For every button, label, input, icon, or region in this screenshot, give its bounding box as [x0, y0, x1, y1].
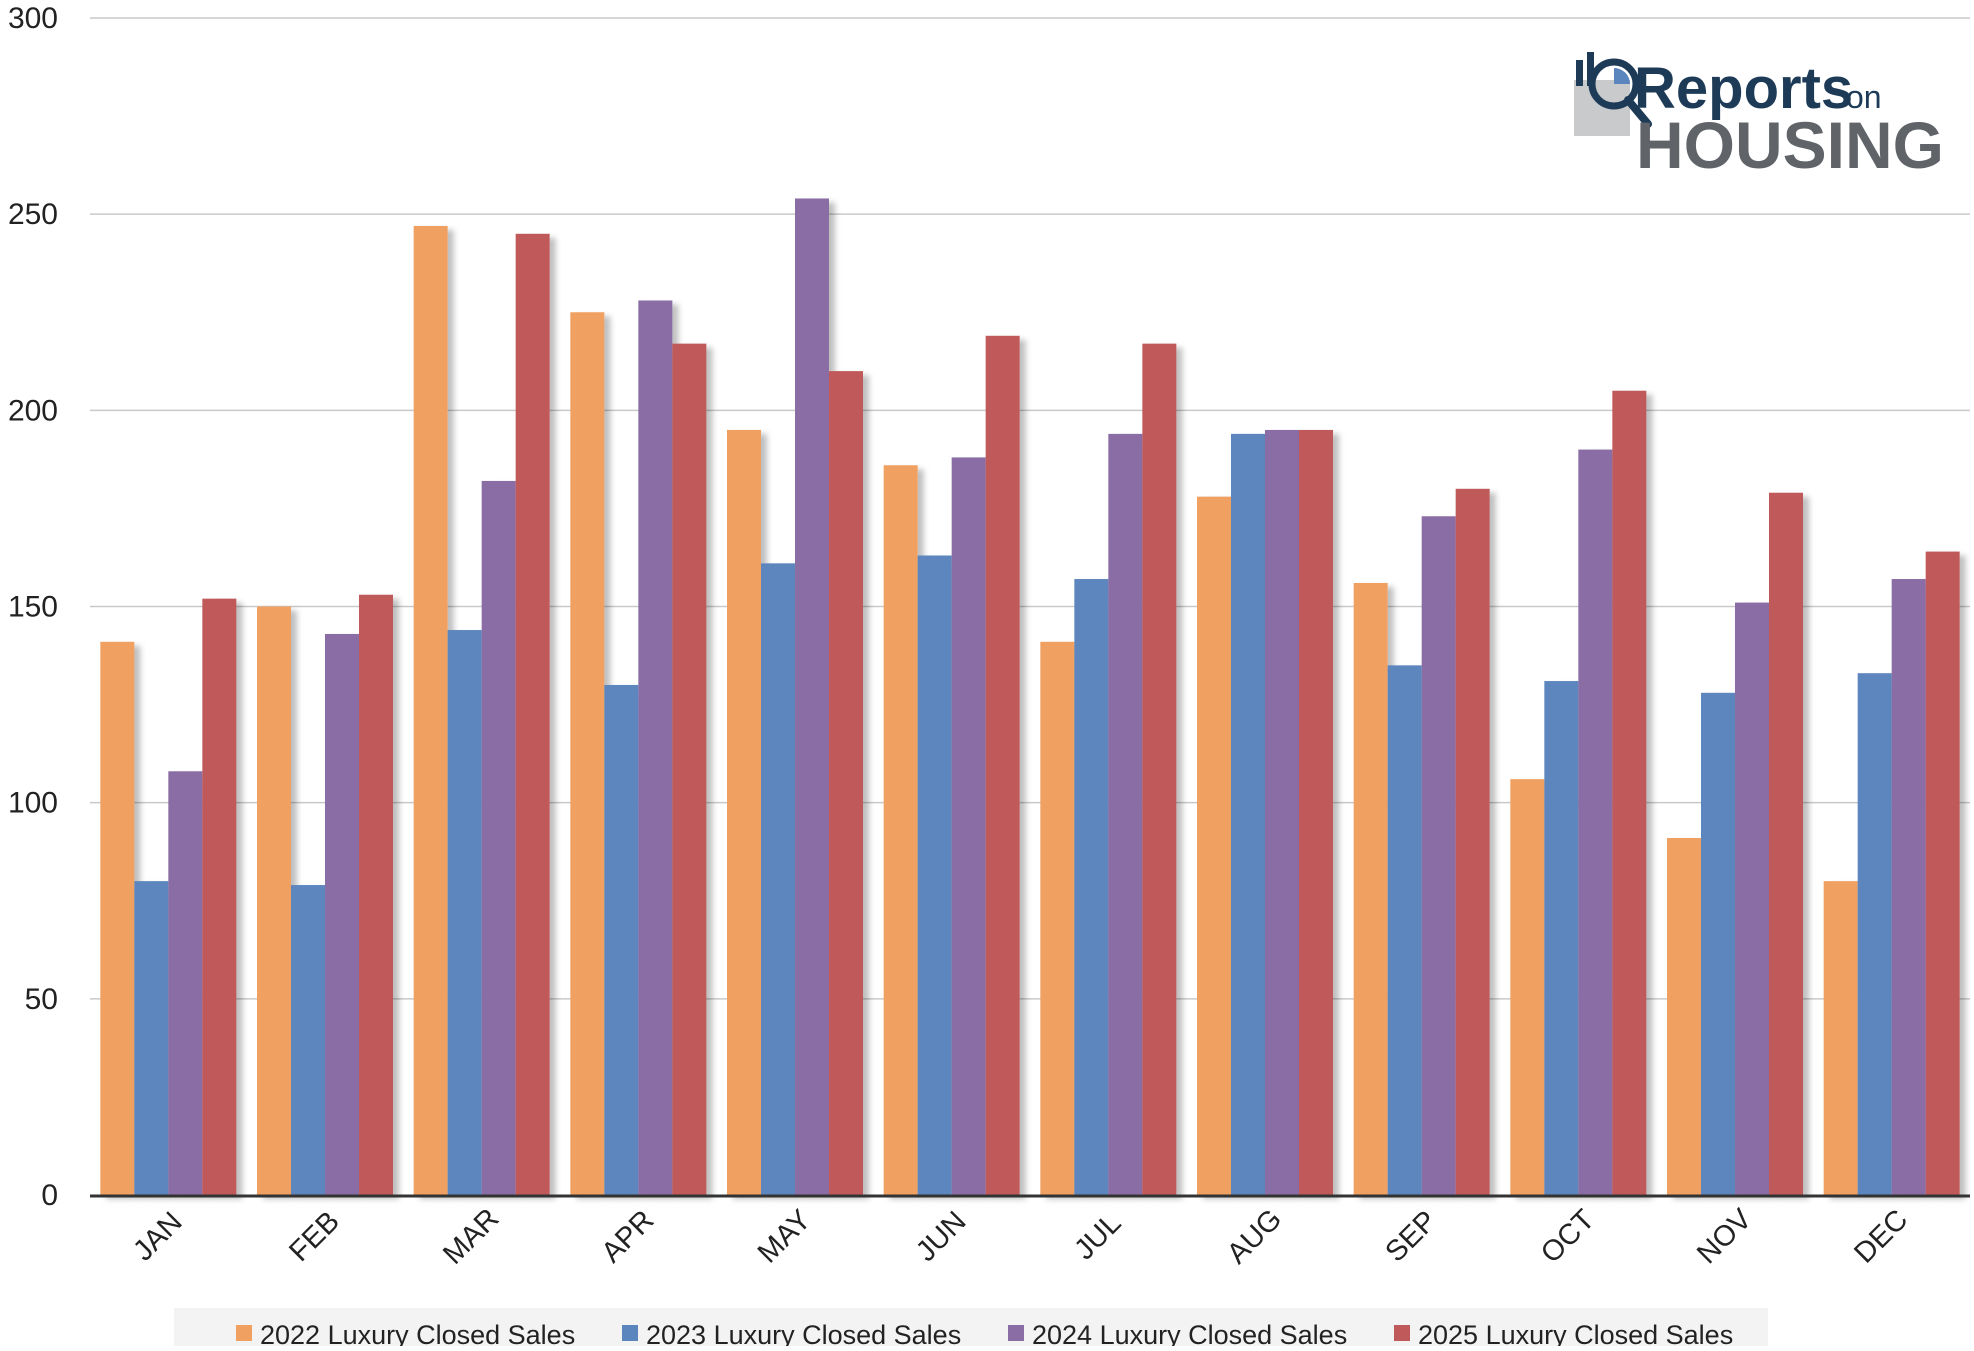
bar-feb-series-1: [257, 606, 291, 1195]
bar-dec-series-4: [1925, 551, 1960, 1195]
magnifier-handle-icon: [1624, 96, 1652, 128]
bar-apr-series-3: [638, 300, 673, 1196]
bar-may-series-4: [829, 371, 863, 1196]
bar-aug-series-2: [1231, 433, 1265, 1196]
bar-sep-series-2: [1387, 665, 1422, 1195]
bar-mar-series-3: [481, 480, 516, 1195]
y-tick-label: 200: [8, 394, 58, 427]
bar-oct-series-4: [1612, 390, 1647, 1195]
bar-jan-series-1: [100, 641, 135, 1195]
x-axis-ticks: JAN FEB MAR APR MAY JUN JUL AUG SEP OCT NOV DEC: [127, 1203, 1914, 1271]
bar-may-series-3: [795, 198, 829, 1195]
legend-swatch: [1008, 1325, 1024, 1341]
bar-nov-series-4: [1769, 492, 1803, 1195]
legend: 2022 Luxury Closed Sales 2023 Luxury Clos…: [174, 1308, 1768, 1351]
y-tick-label: 100: [8, 787, 58, 820]
x-tick-label: MAR: [437, 1203, 505, 1271]
bar-feb-series-3: [325, 633, 359, 1195]
legend-label: 2023 Luxury Closed Sales: [646, 1320, 961, 1346]
x-tick-label: MAY: [752, 1204, 818, 1270]
logo-reports-text: Reports: [1634, 56, 1853, 121]
bar-nov-series-1: [1667, 837, 1701, 1195]
x-tick-label: JUN: [910, 1205, 973, 1268]
bar-apr-series-4: [672, 343, 707, 1195]
bars: [100, 198, 1960, 1196]
x-tick-label: OCT: [1535, 1203, 1601, 1269]
x-tick-label: FEB: [283, 1205, 346, 1268]
bar-sep-series-4: [1455, 488, 1490, 1195]
x-tick-label: DEC: [1848, 1204, 1914, 1270]
y-tick-label: 50: [25, 983, 58, 1016]
legend-label: 2024 Luxury Closed Sales: [1032, 1320, 1347, 1346]
bar-nov-series-2: [1701, 692, 1735, 1195]
bar-mar-series-4: [515, 233, 550, 1196]
legend-background: [174, 1308, 1768, 1351]
legend-label: 2022 Luxury Closed Sales: [260, 1320, 575, 1346]
bar-may-series-2: [761, 563, 795, 1195]
y-tick-label: 250: [8, 198, 58, 231]
bar-mar-series-1: [413, 225, 448, 1196]
bar-may-series-1: [727, 429, 761, 1195]
bar-oct-series-2: [1544, 681, 1579, 1195]
bar-jan-series-2: [134, 881, 169, 1195]
bar-dec-series-2: [1857, 673, 1892, 1195]
bar-jun-series-4: [985, 335, 1020, 1195]
y-tick-label: 300: [8, 2, 58, 35]
bar-jan-series-4: [202, 598, 237, 1195]
bar-jan-series-3: [168, 771, 203, 1195]
bar-jul-series-4: [1142, 343, 1177, 1195]
bar-feb-series-2: [291, 885, 325, 1195]
bar-aug-series-4: [1299, 429, 1333, 1195]
bar-apr-series-2: [604, 684, 639, 1195]
bar-sep-series-3: [1421, 516, 1456, 1195]
bar-jul-series-1: [1040, 641, 1075, 1195]
bar-jun-series-3: [951, 457, 986, 1195]
y-axis-ticks: 0 50 100 150 200 250 300: [8, 2, 58, 1212]
legend-swatch: [1394, 1325, 1410, 1341]
reports-on-housing-logo: Reports on HOUSING: [1574, 52, 1944, 182]
y-tick-label: 150: [8, 591, 58, 624]
logo-icon-bar-2: [1587, 52, 1594, 86]
bar-aug-series-1: [1197, 496, 1231, 1195]
x-tick-label: JUL: [1068, 1207, 1127, 1266]
legend-swatch: [236, 1325, 252, 1341]
bar-jul-series-2: [1074, 579, 1109, 1195]
magnifier-pie-icon: [1614, 68, 1630, 84]
x-tick-label: JAN: [127, 1206, 188, 1267]
bar-oct-series-1: [1510, 779, 1545, 1195]
bar-aug-series-3: [1265, 429, 1299, 1195]
legend-label: 2025 Luxury Closed Sales: [1418, 1320, 1733, 1346]
bar-apr-series-1: [570, 312, 605, 1195]
legend-swatch: [622, 1325, 638, 1341]
bar-oct-series-3: [1578, 449, 1613, 1196]
logo-icon-bar-1: [1576, 60, 1583, 86]
logo-on-text: on: [1846, 79, 1882, 115]
x-tick-label: AUG: [1221, 1203, 1288, 1270]
x-tick-label: NOV: [1691, 1203, 1759, 1271]
bar-dec-series-3: [1891, 579, 1926, 1195]
bar-jun-series-1: [883, 465, 918, 1195]
logo-housing-text: HOUSING: [1636, 108, 1944, 182]
bar-sep-series-1: [1353, 582, 1388, 1195]
bar-jun-series-2: [917, 555, 952, 1195]
magnifier-icon: [1588, 58, 1640, 110]
bar-nov-series-3: [1735, 602, 1769, 1195]
bar-jul-series-3: [1108, 433, 1143, 1196]
bar-feb-series-4: [359, 594, 393, 1195]
bar-dec-series-1: [1823, 881, 1858, 1195]
y-tick-label: 0: [41, 1179, 58, 1212]
x-tick-label: APR: [596, 1204, 661, 1269]
grid-lines: [90, 17, 1970, 1000]
x-tick-label: SEP: [1379, 1205, 1443, 1269]
bar-mar-series-2: [447, 630, 482, 1195]
